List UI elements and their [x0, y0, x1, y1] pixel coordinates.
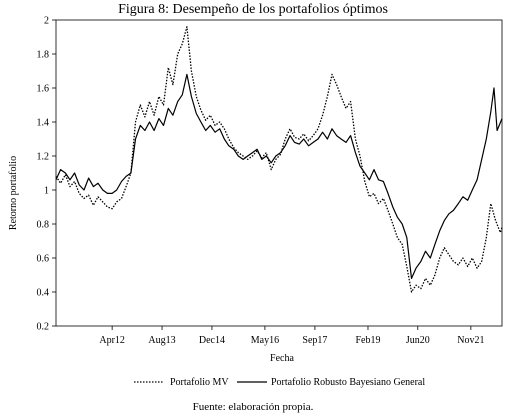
legend-label-1: Portafolio MV	[170, 377, 229, 388]
y-tick-label: 2	[44, 16, 49, 27]
y-axis-label: Retorno portafolio	[8, 156, 19, 230]
x-tick-label: May16	[251, 335, 279, 346]
y-tick-label: 1.6	[37, 84, 50, 95]
source-note: Fuente: elaboración propia.	[192, 401, 314, 413]
legend-label-2: Portafolio Robusto Bayesiano General	[271, 377, 425, 388]
y-tick-label: 1.2	[37, 152, 50, 163]
x-tick-label: Feb19	[355, 335, 380, 346]
plot-frame	[55, 19, 503, 327]
series-group	[55, 26, 503, 293]
y-tick-label: 0.2	[37, 322, 50, 333]
x-tick-label: Apr12	[99, 335, 125, 346]
y-tick-label: 1.4	[37, 118, 50, 129]
series-line-1	[55, 26, 503, 293]
y-tick-label: 0.8	[37, 220, 50, 231]
x-axis-label: Fecha	[270, 353, 294, 364]
y-tick-label: 1.8	[37, 50, 50, 61]
axes: 0.2 0.4 0.6 0.8 1 1.2 1.4 1.6 1.8 2 Apr12 Aug13 Dec1…	[37, 16, 503, 346]
x-tick-label: Jun20	[406, 335, 430, 346]
x-tick-label: Dec14	[199, 335, 225, 346]
legend: Portafolio MV Portafolio Robusto Bayesian…	[134, 377, 425, 388]
y-tick-label: 0.6	[37, 254, 50, 265]
y-tick-label: 1	[44, 186, 49, 197]
chart-title: Figura 8: Desempeño de los portafolios ó…	[118, 2, 388, 17]
x-tick-label: Nov21	[457, 335, 484, 346]
x-tick-label: Sep17	[302, 335, 327, 346]
y-tick-label: 0.4	[37, 288, 50, 299]
x-tick-label: Aug13	[148, 335, 175, 346]
series-line-2	[55, 73, 503, 279]
